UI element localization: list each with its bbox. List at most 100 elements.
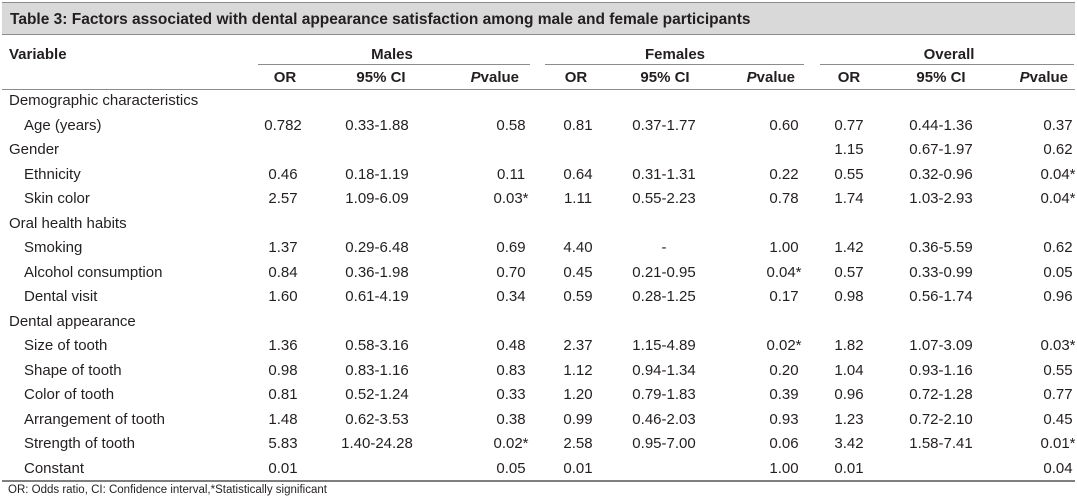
table-cell: 1.60 bbox=[268, 288, 298, 305]
table-cell: 0.45 bbox=[1043, 410, 1073, 428]
table-cell: 0.06 bbox=[769, 435, 799, 452]
table-footnote: OR: Odds ratio, CI: Confidence interval,… bbox=[8, 484, 327, 496]
table-cell: 0.48 bbox=[496, 337, 526, 354]
header-or: OR bbox=[273, 69, 297, 86]
row-label: Smoking bbox=[24, 239, 83, 256]
table-cell: 0.17 bbox=[769, 288, 799, 305]
header-pvalue-italic: P bbox=[1019, 69, 1030, 86]
table-cell: 2.58 bbox=[563, 435, 593, 452]
table-cell: 0.72-2.10 bbox=[909, 410, 973, 428]
header-bottom-rule bbox=[2, 89, 1075, 90]
table-cell: 0.03* bbox=[1040, 337, 1076, 354]
table-bottom-rule bbox=[2, 480, 1075, 482]
table-cell: 0.77 bbox=[1043, 386, 1073, 403]
table-cell: 0.05 bbox=[1043, 263, 1073, 281]
table-title-bar: Table 3: Factors associated with dental … bbox=[2, 2, 1075, 35]
table-cell: 0.01* bbox=[1040, 435, 1076, 452]
table-cell: 0.04* bbox=[766, 263, 802, 281]
table-cell: 0.93-1.16 bbox=[909, 361, 973, 379]
table-cell: 0.61-4.19 bbox=[345, 288, 409, 305]
table-cell: 0.46-2.03 bbox=[632, 410, 696, 428]
table-cell: 0.69 bbox=[496, 239, 526, 256]
table-cell: 0.37 bbox=[1043, 116, 1073, 134]
table-cell: 0.33-1.88 bbox=[345, 116, 409, 134]
row-label: Constant bbox=[24, 459, 85, 477]
table-cell: 0.04* bbox=[1040, 165, 1076, 183]
header-group-overall: Overall bbox=[923, 46, 975, 63]
table-cell: 1.23 bbox=[834, 410, 864, 428]
table-cell: 0.62-3.53 bbox=[345, 410, 409, 428]
row-label: Gender bbox=[9, 141, 60, 158]
table-cell: 0.01 bbox=[563, 459, 593, 477]
table-cell: 1.04 bbox=[834, 361, 864, 379]
header-pvalue-rest: value bbox=[480, 69, 519, 86]
table-cell: 0.04 bbox=[1043, 459, 1073, 477]
table-cell: 0.18-1.19 bbox=[345, 165, 409, 183]
table-cell: 0.57 bbox=[834, 263, 864, 281]
table-cell: 1.82 bbox=[834, 337, 864, 354]
table-cell: 0.46 bbox=[268, 165, 298, 183]
table-cell: 0.96 bbox=[1043, 288, 1073, 305]
table-cell: 0.32-0.96 bbox=[909, 165, 973, 183]
table-cell: 0.81 bbox=[268, 386, 298, 403]
table-cell: 0.99 bbox=[563, 410, 593, 428]
row-label: Dental appearance bbox=[9, 312, 136, 330]
table-cell: 0.36-1.98 bbox=[345, 263, 409, 281]
table-cell: 0.96 bbox=[834, 386, 864, 403]
row-label: Shape of tooth bbox=[24, 361, 122, 379]
table-cell: 0.79-1.83 bbox=[632, 386, 696, 403]
table-cell: 0.39 bbox=[769, 386, 799, 403]
row-label: Strength of tooth bbox=[24, 435, 135, 452]
header-pvalue: Pvalue bbox=[1020, 69, 1068, 87]
table-cell: - bbox=[661, 239, 667, 256]
table-cell: 5.83 bbox=[268, 435, 298, 452]
table-cell: 0.11 bbox=[496, 165, 526, 183]
table-cell: 1.36 bbox=[268, 337, 298, 354]
header-group-males: Males bbox=[371, 46, 413, 63]
table-title: Table 3: Factors associated with dental … bbox=[10, 11, 751, 28]
table-cell: 0.52-1.24 bbox=[345, 386, 409, 403]
row-label: Arrangement of tooth bbox=[24, 410, 165, 428]
header-pvalue-rest: value bbox=[756, 69, 795, 86]
table-cell: 0.64 bbox=[563, 165, 593, 183]
header-ci: 95% CI bbox=[916, 69, 966, 86]
table-cell: 0.83-1.16 bbox=[345, 361, 409, 379]
table-cell: 0.05 bbox=[496, 459, 526, 477]
table-cell: 0.33 bbox=[496, 386, 526, 403]
row-label: Color of tooth bbox=[24, 386, 115, 403]
row-label: Alcohol consumption bbox=[24, 263, 163, 281]
table-cell: 0.02* bbox=[766, 337, 802, 354]
header-group-underline bbox=[820, 64, 1074, 65]
header-group-underline bbox=[545, 64, 804, 65]
table-cell: 0.55 bbox=[1043, 361, 1073, 379]
table-cell: 0.37-1.77 bbox=[632, 116, 696, 134]
table-cell: 0.22 bbox=[769, 165, 799, 183]
table-cell: 0.34 bbox=[496, 288, 526, 305]
table-cell: 1.15 bbox=[834, 141, 864, 158]
table-cell: 0.58-3.16 bbox=[345, 337, 409, 354]
row-label: Skin color bbox=[24, 190, 90, 207]
table-cell: 1.11 bbox=[563, 190, 593, 207]
header-variable: Variable bbox=[9, 46, 67, 63]
table-cell: 1.00 bbox=[769, 239, 799, 256]
table-cell: 2.57 bbox=[268, 190, 298, 207]
header-group-females: Females bbox=[644, 46, 706, 63]
header-pvalue-italic: P bbox=[470, 69, 481, 86]
row-label: Oral health habits bbox=[9, 214, 127, 232]
table-cell: 0.44-1.36 bbox=[909, 116, 973, 134]
table-cell: 0.81 bbox=[563, 116, 593, 134]
table-cell: 1.58-7.41 bbox=[909, 435, 973, 452]
header-ci: 95% CI bbox=[640, 69, 690, 86]
table-cell: 1.03-2.93 bbox=[909, 190, 973, 207]
table-cell: 0.01 bbox=[268, 459, 298, 477]
table-cell: 0.67-1.97 bbox=[909, 141, 973, 158]
header-ci: 95% CI bbox=[356, 69, 406, 86]
row-label: Ethnicity bbox=[24, 165, 81, 183]
row-label: Demographic characteristics bbox=[9, 92, 199, 109]
table-cell: 1.37 bbox=[268, 239, 298, 256]
table-cell: 0.98 bbox=[834, 288, 864, 305]
table-cell: 1.48 bbox=[268, 410, 298, 428]
table-cell: 0.62 bbox=[1043, 141, 1073, 158]
table-cell: 0.83 bbox=[496, 361, 526, 379]
table-cell: 0.31-1.31 bbox=[632, 165, 696, 183]
